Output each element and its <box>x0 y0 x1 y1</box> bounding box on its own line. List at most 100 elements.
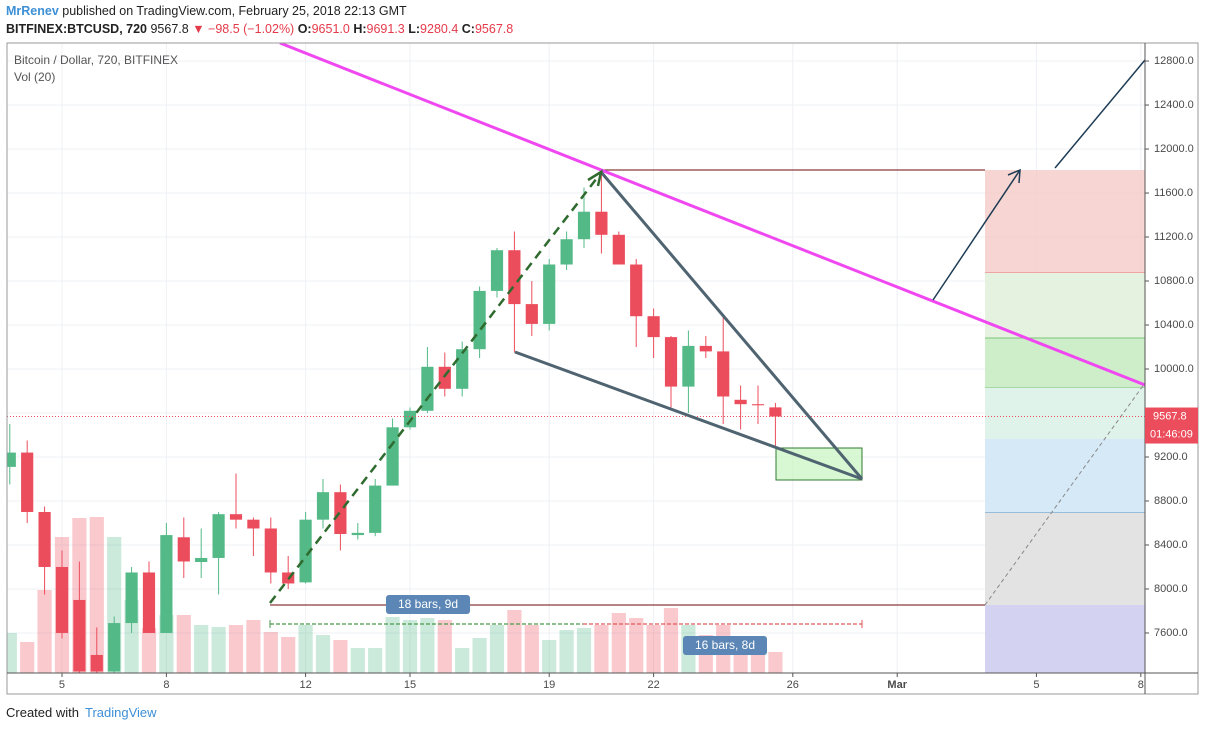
zone-red <box>985 170 1145 273</box>
candle-body <box>229 514 243 520</box>
volume-bar <box>7 633 17 673</box>
chart-subtitle: Vol (20) <box>14 70 55 84</box>
x-tick-label: Mar <box>887 679 907 691</box>
last-price-label: 9567.8 <box>1153 410 1187 422</box>
candle-body <box>160 535 173 633</box>
brand[interactable]: TradingView <box>84 705 157 720</box>
y-tick-label: 11200.0 <box>1154 231 1193 243</box>
symbol: BITFINEX:BTCUSD, 720 <box>6 22 147 36</box>
candle-body <box>90 654 103 672</box>
y-tick-label: 12000.0 <box>1154 143 1194 155</box>
volume-bar <box>333 640 348 673</box>
y-tick-label: 8000.0 <box>1154 583 1188 595</box>
y-tick-label: 12400.0 <box>1154 99 1194 111</box>
candle-body <box>55 566 69 633</box>
volume-bar <box>542 640 557 673</box>
x-tick-label: 15 <box>404 679 416 691</box>
candle-body <box>508 250 521 305</box>
candle-body <box>473 290 486 350</box>
volume-bar <box>455 648 470 673</box>
drawings-top <box>269 43 1145 655</box>
volume-bar <box>263 632 278 673</box>
published: published on TradingView.com, February 2… <box>62 4 407 18</box>
candle-body <box>717 351 730 397</box>
drawings <box>269 169 1145 673</box>
volume-bar <box>141 628 157 673</box>
grid <box>7 43 1145 673</box>
candle-body <box>177 537 190 562</box>
candle-body <box>73 599 86 672</box>
chart-title: Bitcoin / Dollar, 720, BITFINEX <box>14 53 178 67</box>
y-tick-label: 8400.0 <box>1154 539 1188 551</box>
created: Created with <box>6 705 79 720</box>
candle-body <box>525 304 538 324</box>
ohlc-label: O: <box>297 22 312 36</box>
annotation-box <box>683 636 767 655</box>
volume-bar <box>20 642 35 673</box>
candle-body <box>264 528 277 573</box>
x-tick-label: 19 <box>543 679 555 691</box>
y-tick-label: 7600.0 <box>1154 627 1188 639</box>
zone-blue <box>985 439 1145 513</box>
zone-grey <box>985 513 1145 605</box>
candle-body <box>195 557 208 563</box>
countdown: 01:46:09 <box>1150 428 1193 440</box>
candle-body <box>125 572 138 624</box>
volume-bar <box>37 590 52 673</box>
dashed-arrow <box>269 177 598 604</box>
volume-bar <box>246 620 261 673</box>
change: ▼ −98.5 (−1.02%) <box>192 22 295 36</box>
volume-bar <box>507 610 522 673</box>
candle-body <box>421 366 434 411</box>
ohlc-value: 9567.8 <box>474 22 514 36</box>
volume-bar <box>228 625 244 673</box>
x-tick-label: 5 <box>59 679 65 691</box>
volume-bar <box>211 627 226 673</box>
volume-bar <box>524 625 539 673</box>
candle-body <box>769 407 782 417</box>
candle-body <box>664 337 678 387</box>
candle-body <box>386 427 399 486</box>
arrow-head <box>1007 168 1021 184</box>
volume-bar <box>437 620 452 673</box>
ohlc-label: C: <box>461 22 475 36</box>
ohlc-label: L: <box>408 22 421 36</box>
x-tick-label: 8 <box>1138 679 1144 691</box>
x-tick-label: 8 <box>163 679 169 691</box>
candle-body <box>108 623 121 672</box>
x-tick-label: 22 <box>647 679 659 691</box>
y-tick-label: 12800.0 <box>1154 55 1194 67</box>
last: 9567.8 <box>150 22 189 36</box>
author[interactable]: MrRenev <box>6 4 59 18</box>
candle-body <box>21 452 34 512</box>
volume-bar <box>315 635 331 673</box>
volume-bar <box>611 613 626 673</box>
volume-bar <box>489 625 505 673</box>
ohlc-value: 9280.4 <box>420 22 459 36</box>
axes: 7600.08000.08400.08800.09200.09600.01000… <box>59 55 1198 691</box>
candles-layer <box>7 172 1145 673</box>
x-tick-label: 12 <box>299 679 311 691</box>
candle-body <box>560 239 573 265</box>
candle-body <box>682 345 695 387</box>
candle-body <box>316 492 330 520</box>
arrow-line <box>1054 59 1145 169</box>
candle-body <box>595 211 608 235</box>
footer: Created with TradingView <box>6 705 157 720</box>
volume-bar <box>594 625 609 673</box>
zone-lightgreen <box>985 273 1145 338</box>
volume-bar <box>576 628 592 673</box>
volume-bar <box>768 652 783 673</box>
candle-body <box>577 211 591 240</box>
zone-mint <box>985 388 1145 439</box>
candle-body <box>612 234 625 265</box>
dashed-line <box>984 382 1145 606</box>
wedge-line <box>599 171 864 480</box>
candle-body <box>647 316 660 338</box>
volume-bar <box>89 517 104 673</box>
candle-body <box>299 519 312 583</box>
ohlc-value: 9651.0 <box>311 22 350 36</box>
volume-bar <box>629 618 644 673</box>
x-tick-label: 5 <box>1033 679 1039 691</box>
